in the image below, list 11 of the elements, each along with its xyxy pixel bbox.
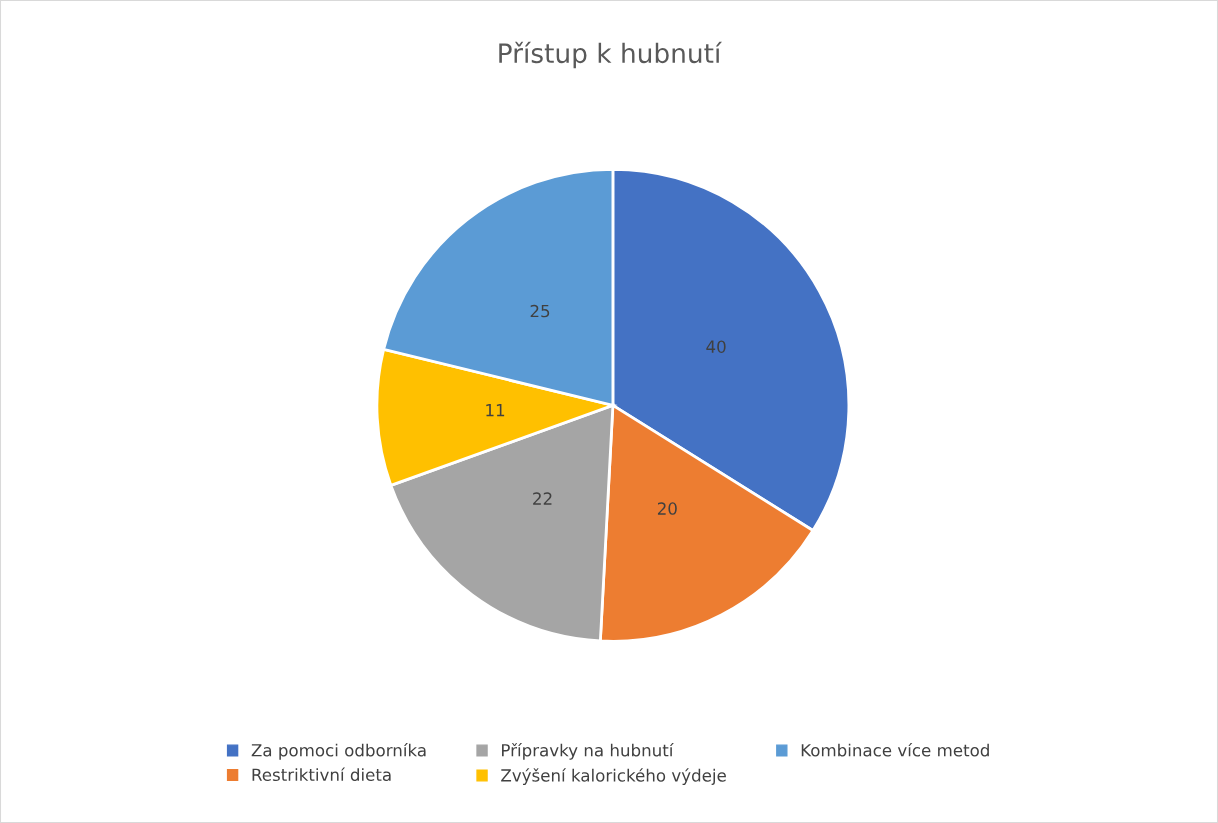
data-label: 20 (657, 502, 677, 515)
data-label: 22 (533, 492, 552, 505)
data-label: 40 (706, 340, 726, 353)
legend-label: Za pomoci odborníka (251, 743, 426, 760)
legend-label: Zvýšení kalorického výdeje (501, 768, 726, 785)
data-label: 25 (530, 304, 550, 318)
legend-label: Přípravky na hubnutí (502, 743, 674, 760)
data-label: 11 (486, 404, 505, 417)
chart-title: Přístup k hubnutí (499, 41, 722, 69)
legend-label: Restriktivní dieta (252, 767, 391, 782)
legend-label: Kombinace více metod (801, 743, 989, 757)
